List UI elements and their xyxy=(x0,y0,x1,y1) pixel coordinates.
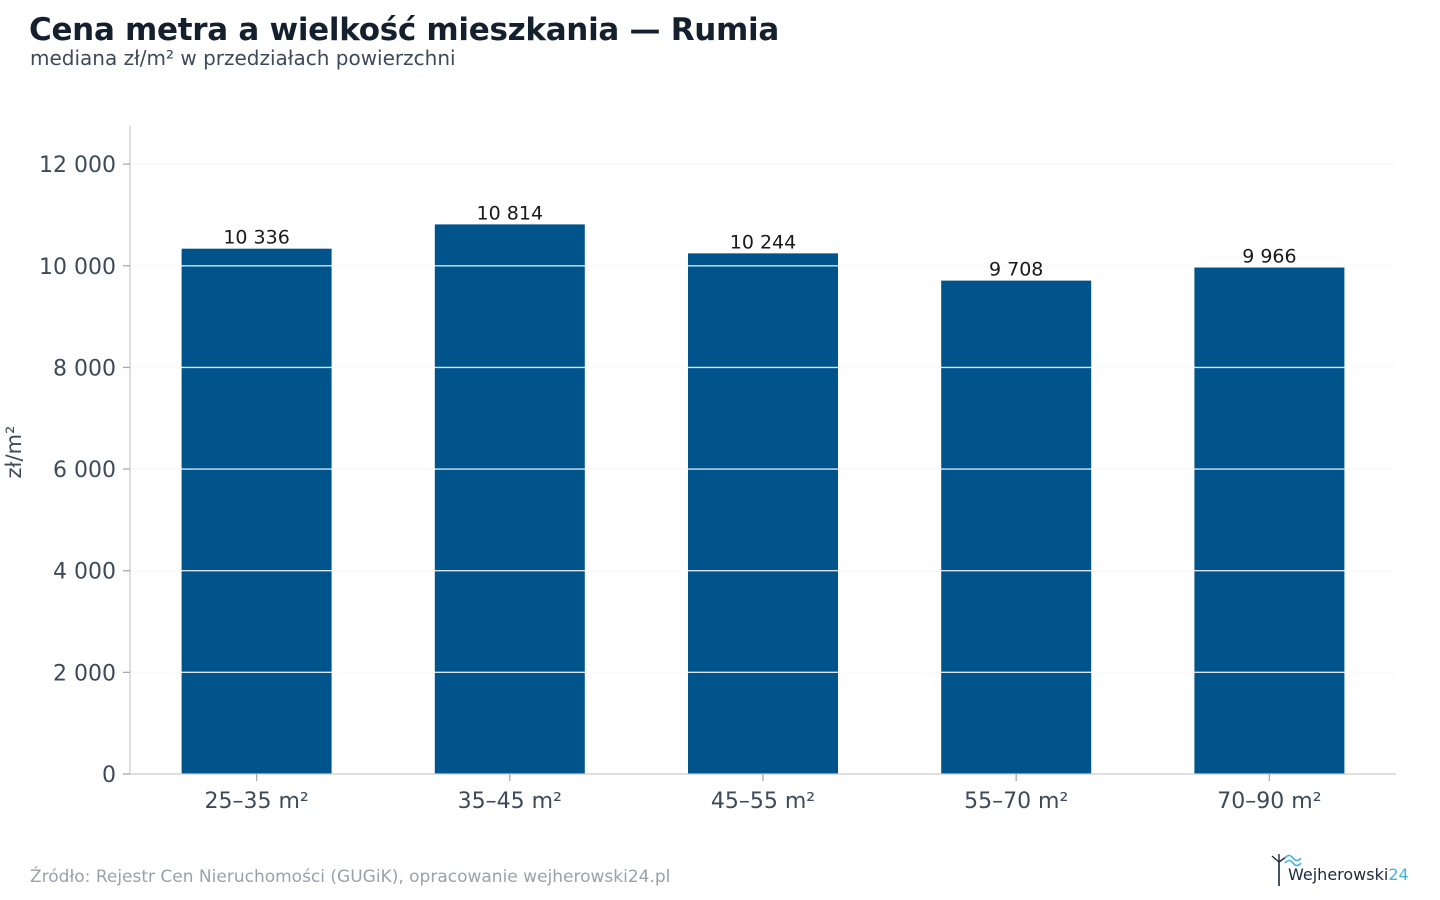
x-tick-label: 55–70 m² xyxy=(964,789,1068,814)
brand-logo[interactable]: Wejherowski24 xyxy=(1268,850,1418,890)
chart-subtitle: mediana zł/m² w przedziałach powierzchni xyxy=(30,46,456,70)
y-tick-label: 10 000 xyxy=(39,255,116,280)
y-tick-label: 2 000 xyxy=(53,661,116,686)
windmill-wave-icon xyxy=(1271,854,1302,886)
bar-value-label: 10 336 xyxy=(223,227,289,249)
chart-title: Cena metra a wielkość mieszkania — Rumia xyxy=(29,12,779,48)
y-tick-label: 6 000 xyxy=(53,458,116,483)
labels: 0 2 000 4 000 6 000 8 000 10 000 12 000 10 336 2… xyxy=(39,153,1322,814)
x-tick-label: 35–45 m² xyxy=(458,789,562,814)
bar xyxy=(181,248,332,775)
bar-value-label: 10 244 xyxy=(730,231,796,253)
bar-value-label: 10 814 xyxy=(477,202,543,224)
x-tick-label: 45–55 m² xyxy=(711,789,815,814)
bar xyxy=(434,224,585,774)
y-tick-label: 0 xyxy=(102,763,116,788)
bar-value-label: 9 966 xyxy=(1242,245,1296,267)
y-axis-label: zł/m² xyxy=(2,426,26,479)
bar xyxy=(688,253,838,774)
bar xyxy=(1194,267,1345,774)
grid-overlay xyxy=(130,163,1396,674)
y-tick-label: 12 000 xyxy=(39,153,116,178)
logo-number: 24 xyxy=(1388,865,1409,884)
y-tick-label: 4 000 xyxy=(53,560,116,585)
logo-main: Wejherowski xyxy=(1288,865,1389,884)
bar xyxy=(941,280,1092,774)
logo-text: Wejherowski24 xyxy=(1288,865,1409,884)
x-tick-label: 70–90 m² xyxy=(1217,789,1321,814)
x-tick-label: 25–35 m² xyxy=(204,789,308,814)
source-note: Źródło: Rejestr Cen Nieruchomości (GUGiK… xyxy=(30,867,671,887)
y-tick-label: 8 000 xyxy=(53,356,116,381)
bars xyxy=(181,224,1345,775)
bar-value-label: 9 708 xyxy=(989,259,1043,281)
